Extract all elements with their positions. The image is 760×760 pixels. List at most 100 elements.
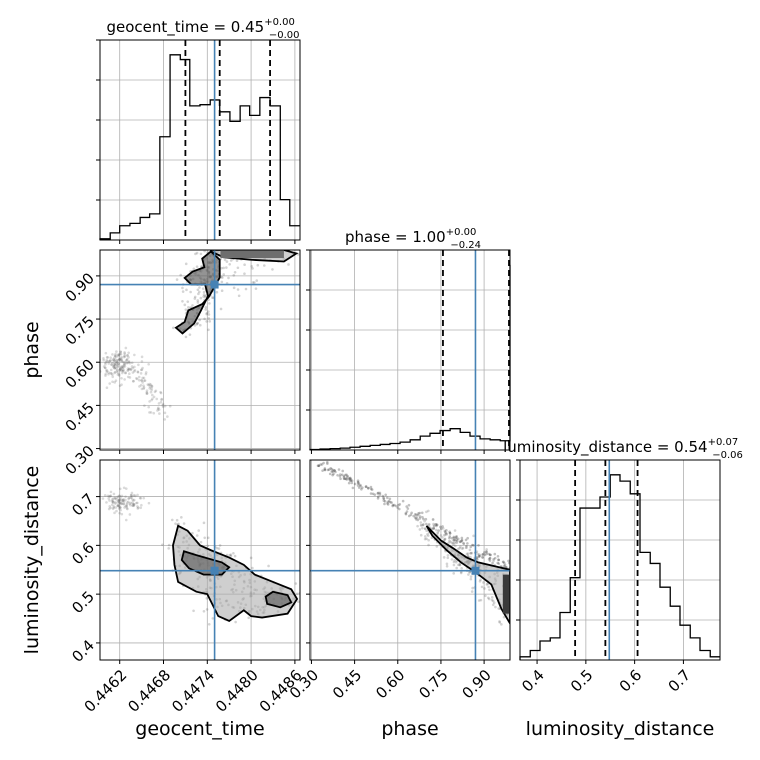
sample-point [482,581,485,584]
sample-point [132,498,136,502]
sample-point [141,381,144,384]
sample-point [419,533,423,537]
sample-point [156,409,159,412]
sample-point [117,504,121,507]
sample-point [207,623,211,626]
sample-point [118,505,121,509]
sample-point [122,365,125,369]
sample-point [481,553,484,556]
sample-point [437,529,441,532]
sample-point [133,494,137,498]
sample-point [386,496,389,500]
sample-point [452,572,456,575]
sample-point [123,362,126,366]
sample-point [126,353,129,357]
sample-point [193,295,197,299]
sample-point [123,351,126,354]
sample-point [496,561,500,565]
sample-point [225,260,229,263]
sample-point [105,368,108,372]
sample-point [373,493,377,496]
sample-point [426,534,430,537]
sample-point [125,505,129,508]
sample-point [458,563,462,567]
sample-point [201,287,205,290]
panel-background [310,250,510,450]
sample-point [467,573,470,576]
sample-point [221,276,224,279]
sample-point [130,491,134,495]
sample-point [357,482,360,486]
sample-point [112,364,116,368]
sample-point [147,383,151,387]
sample-point [145,392,149,395]
sample-point [286,240,289,243]
sample-point [138,385,141,388]
sample-point [142,496,146,500]
sample-point [418,528,422,531]
sample-point [271,268,274,271]
sample-point [182,522,186,525]
sample-point [120,376,123,380]
x-tick-label: 0.60 [372,666,408,702]
sample-point [111,507,115,511]
sample-point [136,493,139,497]
sample-point [119,352,123,356]
sample-point [421,523,425,527]
sample-point [160,398,163,402]
sample-point [111,353,114,356]
sample-point [406,507,410,510]
sample-point [96,363,99,366]
density-core [220,250,284,259]
sample-point [122,486,126,490]
sample-point [370,488,374,491]
sample-point [140,368,144,371]
sample-point [181,286,184,290]
sample-point [137,378,141,382]
sample-point [404,512,408,516]
sample-point [469,577,473,581]
title-text: luminosity_distance = 0.54 [503,438,707,457]
sample-point [452,538,456,542]
sample-point [110,372,113,375]
sample-point [133,365,136,369]
sample-point [204,308,207,311]
sample-point [204,305,208,309]
sample-point [386,500,390,504]
sample-point [456,537,460,541]
sample-point [140,355,144,359]
sample-point [120,494,124,498]
sample-point [101,497,105,500]
sample-point [117,357,121,361]
sample-point [323,467,327,470]
sample-point [121,499,125,502]
sample-point [115,360,118,363]
sample-point [140,379,144,383]
sample-point [458,546,462,550]
sample-point [149,390,153,394]
sample-point [491,599,495,603]
sample-point [142,376,146,380]
sample-point [150,384,154,388]
sample-point [120,502,124,506]
sample-point [486,596,490,600]
panel-content [96,240,300,421]
sample-point [392,503,396,507]
sample-point [345,473,348,477]
sample-point [104,351,108,355]
sample-point [390,501,393,504]
sample-point [423,519,426,523]
x-tick-label: 0.4474 [168,666,218,716]
sample-point [149,383,153,386]
sample-point [118,506,122,509]
sample-point [116,362,120,366]
sample-point [360,487,363,491]
sample-point [113,497,117,500]
sample-point [513,570,516,573]
sample-point [117,354,120,358]
sample-point [141,366,144,370]
sample-point [459,545,462,549]
sample-point [184,308,188,311]
sample-point [394,504,398,508]
sample-point [114,497,118,501]
